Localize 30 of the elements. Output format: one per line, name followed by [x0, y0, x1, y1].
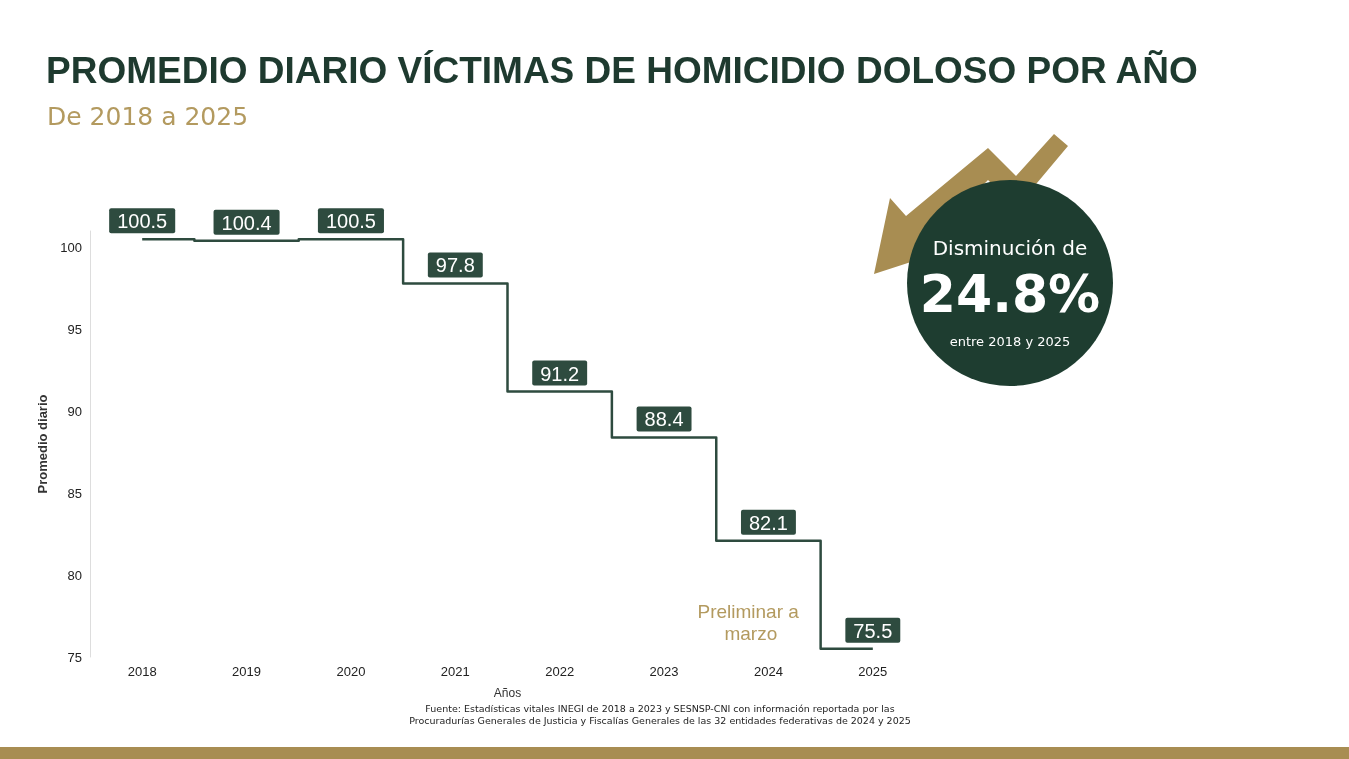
data-label: 75.5 — [853, 619, 893, 642]
data-label: 100.4 — [221, 211, 272, 234]
x-tick-label: 2022 — [545, 664, 575, 679]
data-label: 82.1 — [748, 511, 788, 534]
x-tick-label: 2019 — [232, 664, 262, 679]
y-tick-label: 100 — [60, 239, 82, 255]
chart-subtitle: De 2018 a 2025 — [47, 102, 249, 131]
annotation: Preliminar a marzo — [697, 601, 805, 645]
data-label: 91.2 — [540, 362, 580, 385]
annotation: 24.8% — [918, 264, 1102, 324]
x-tick-label: 2024 — [753, 664, 783, 679]
x-tick-label: 2021 — [440, 664, 470, 679]
source-note: Fuente: Estadísticas vitales INEGI de 2018 a 2023 y SESNSP-CNI con información reportada por las Procuradurías Generales de Justicia y Fiscalías Generales de las 32 entidades federativas de 2024 y 2025 — [408, 703, 912, 727]
x-tick-label: 2020 — [336, 664, 366, 679]
y-tick-label: 75 — [67, 649, 82, 665]
data-label: 88.4 — [644, 408, 684, 431]
x-axis-title: Años — [493, 686, 522, 700]
data-label: 100.5 — [325, 210, 376, 233]
data-label: 97.8 — [435, 254, 475, 277]
x-tick-label: 2025 — [858, 664, 888, 679]
y-tick-label: 95 — [67, 321, 82, 337]
data-label: 100.5 — [117, 210, 168, 233]
y-tick-label: 80 — [67, 567, 82, 583]
circle-badge: Disminución de 24.8% entre 2018 y 2025 — [907, 180, 1113, 386]
y-axis-title: Promedio diario — [35, 394, 51, 494]
x-tick-label: 2018 — [127, 664, 157, 679]
x-tick-label: 2023 — [649, 664, 679, 679]
y-tick-label: 90 — [67, 403, 82, 419]
chart-title: PROMEDIO DIARIO VÍCTIMAS DE HOMICIDIO DOLOSO POR AÑO — [46, 50, 1198, 92]
y-tick-label: 85 — [67, 485, 82, 501]
